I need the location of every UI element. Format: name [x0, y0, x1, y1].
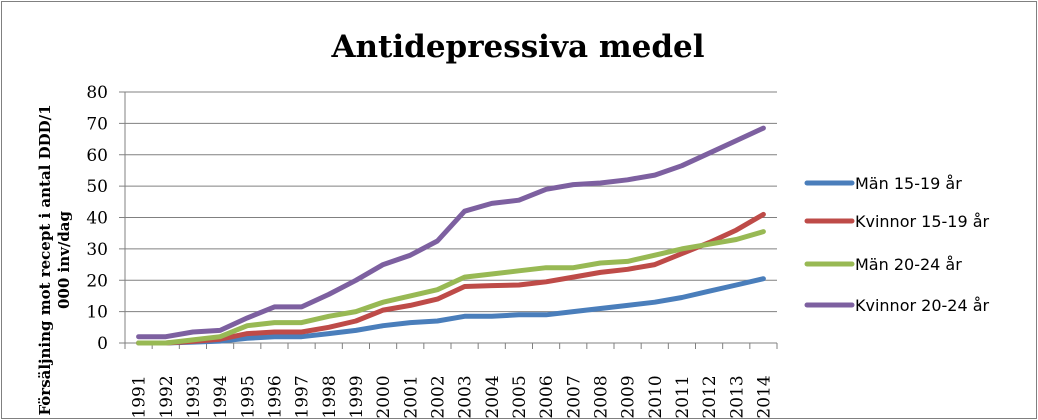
series-line-1 — [136, 276, 766, 346]
y-axis-label: Försäljning mot recept i antal DDD/1 000… — [36, 104, 73, 415]
y-tick-label: 10 — [86, 303, 108, 323]
x-tick-label: 1999 — [347, 375, 367, 418]
y-tick-label: 60 — [86, 146, 108, 166]
chart-title: Antidepressiva medel — [330, 29, 704, 65]
x-tick-label: 2014 — [754, 375, 774, 418]
x-tick-label: 1994 — [211, 375, 231, 418]
x-tick-label: 1993 — [184, 375, 204, 418]
x-tick-label: 1996 — [265, 375, 285, 418]
x-tick-label: 1997 — [293, 375, 313, 418]
y-axis-label-line-1: Försäljning mot recept i antal DDD/1 — [36, 104, 54, 415]
x-tick-label: 2011 — [673, 375, 693, 418]
x-tick-label: 2001 — [401, 375, 421, 418]
y-tick-label: 0 — [97, 334, 108, 354]
x-tick-label: 2002 — [428, 375, 448, 418]
legend-label-2: Kvinnor 15-19 år — [855, 212, 990, 231]
x-tick-label: 1998 — [320, 375, 340, 418]
x-tick-label: 2003 — [456, 375, 476, 418]
x-tick-label: 1991 — [130, 375, 150, 418]
x-tick-label: 1992 — [157, 375, 177, 418]
x-tick-label: 2007 — [564, 375, 584, 418]
series-line-3 — [136, 229, 766, 346]
y-tick-label: 80 — [86, 83, 108, 103]
y-axis-label-line-2: 000 inv/dag — [55, 210, 73, 309]
series-line-2 — [136, 211, 766, 346]
legend: Män 15-19 år Kvinnor 15-19 år Män 20-24 år… — [804, 174, 990, 315]
x-tick-label: 2012 — [700, 375, 720, 418]
y-tick-label: 20 — [86, 271, 108, 291]
legend-label-3: Män 20-24 år — [855, 255, 962, 274]
x-tick-label: 2000 — [374, 375, 394, 418]
series-line-4 — [136, 125, 766, 340]
x-tick-label: 2008 — [591, 375, 611, 418]
x-tick-label: 2006 — [537, 375, 557, 418]
y-tick-label: 70 — [86, 114, 108, 134]
x-tick-label: 2004 — [483, 375, 503, 418]
x-tick-label: 2013 — [727, 375, 747, 418]
x-tick-label: 2010 — [646, 375, 666, 418]
legend-label-4: Kvinnor 20-24 år — [855, 296, 990, 315]
y-tick-label: 40 — [86, 209, 108, 229]
legend-label-1: Män 15-19 år — [855, 174, 962, 193]
x-tick-label: 2005 — [510, 375, 530, 418]
x-tick-label: 1995 — [238, 375, 258, 418]
y-tick-label: 50 — [86, 177, 108, 197]
plot-area: 0 10 20 30 40 50 60 70 80 1991 1992 1993 1994 1995 199… — [86, 83, 778, 419]
x-tick-label: 2009 — [619, 375, 639, 418]
y-tick-label: 30 — [86, 240, 108, 260]
